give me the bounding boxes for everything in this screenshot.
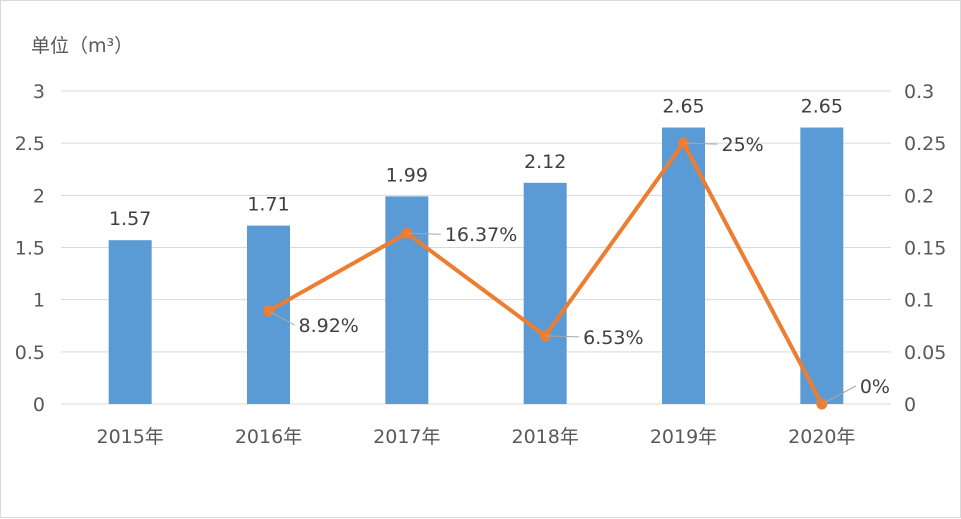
- leader-line: [683, 142, 718, 145]
- x-tick-label: 2018年: [511, 426, 578, 448]
- y-right-tick-label: 0.1: [904, 290, 934, 312]
- leader-line: [406, 232, 441, 235]
- bar-data-label: 1.71: [247, 194, 289, 216]
- x-tick-label: 2017年: [373, 426, 440, 448]
- line-data-label: 0%: [860, 376, 890, 398]
- y-left-tick-label: 0.5: [15, 342, 45, 364]
- x-tick-label: 2016年: [235, 426, 302, 448]
- leader-line: [268, 310, 295, 326]
- y-axis-unit-label: 单位（m³）: [31, 35, 134, 57]
- bar: [108, 240, 152, 404]
- x-tick-label: 2015年: [96, 426, 163, 448]
- bar-data-label: 1.57: [109, 208, 151, 230]
- line-data-label: 16.37%: [445, 224, 517, 246]
- bar-data-label: 2.65: [662, 96, 704, 118]
- line-data-label: 25%: [722, 134, 764, 156]
- x-tick-label: 2019年: [650, 426, 717, 448]
- y-left-tick-label: 1: [33, 290, 45, 312]
- line-data-label: 8.92%: [299, 315, 359, 337]
- leader-line: [821, 385, 857, 405]
- y-right-tick-label: 0.2: [904, 185, 934, 207]
- y-right-tick-label: 0.3: [904, 81, 934, 103]
- y-left-tick-label: 0: [33, 394, 45, 416]
- y-left-tick-label: 2.5: [15, 133, 45, 155]
- leader-line: [545, 335, 580, 338]
- y-right-tick-label: 0: [904, 394, 916, 416]
- line-data-label: 6.53%: [583, 327, 643, 349]
- y-left-tick-label: 1.5: [15, 238, 45, 260]
- y-right-tick-label: 0.25: [904, 133, 946, 155]
- bar-data-label: 2.12: [524, 151, 566, 173]
- y-right-tick-label: 0.05: [904, 342, 946, 364]
- y-left-tick-label: 3: [33, 81, 45, 103]
- bar: [523, 182, 567, 404]
- y-right-tick-label: 0.15: [904, 238, 946, 260]
- bar: [800, 127, 844, 405]
- bar-data-label: 1.99: [386, 164, 428, 186]
- x-tick-label: 2020年: [788, 426, 855, 448]
- bar: [385, 196, 429, 404]
- y-left-tick-label: 2: [33, 185, 45, 207]
- bar-data-label: 2.65: [801, 96, 843, 118]
